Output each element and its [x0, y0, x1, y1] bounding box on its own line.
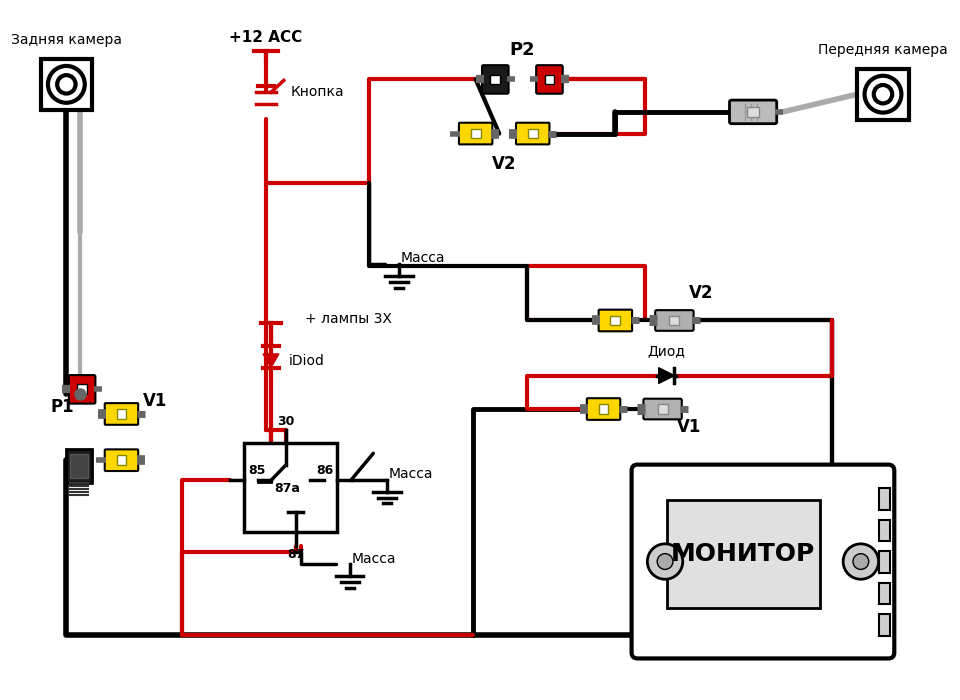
- Text: + лампы 3X: + лампы 3X: [305, 312, 393, 326]
- Text: 86: 86: [316, 464, 333, 477]
- Text: Кнопка: Кнопка: [291, 85, 345, 99]
- Bar: [747, 107, 759, 117]
- Bar: [599, 404, 609, 414]
- Bar: [658, 404, 667, 414]
- Circle shape: [58, 75, 76, 94]
- Text: V2: V2: [492, 155, 516, 173]
- Text: P2: P2: [510, 41, 536, 59]
- FancyBboxPatch shape: [599, 309, 632, 331]
- Text: 87a: 87a: [274, 482, 300, 495]
- Bar: [116, 455, 127, 465]
- Polygon shape: [659, 368, 674, 384]
- Bar: [528, 129, 538, 139]
- Text: 30: 30: [277, 414, 295, 428]
- Bar: [669, 316, 680, 326]
- Bar: [878, 519, 890, 541]
- Text: МОНИТОР: МОНИТОР: [671, 542, 815, 566]
- FancyBboxPatch shape: [459, 122, 492, 144]
- Text: Передняя камера: Передняя камера: [818, 43, 948, 57]
- Text: 87: 87: [287, 548, 304, 561]
- Bar: [66, 449, 92, 483]
- FancyBboxPatch shape: [516, 122, 549, 144]
- Circle shape: [843, 544, 878, 579]
- Bar: [878, 551, 890, 573]
- Bar: [491, 74, 500, 85]
- FancyBboxPatch shape: [730, 100, 777, 124]
- FancyBboxPatch shape: [587, 398, 620, 420]
- Circle shape: [647, 544, 683, 579]
- Text: Масса: Масса: [401, 251, 445, 265]
- Text: 85: 85: [248, 464, 265, 477]
- Bar: [878, 582, 890, 604]
- FancyBboxPatch shape: [643, 399, 682, 419]
- Bar: [611, 316, 620, 326]
- Text: Масса: Масса: [351, 552, 396, 566]
- FancyBboxPatch shape: [632, 465, 895, 659]
- FancyBboxPatch shape: [656, 310, 693, 331]
- Text: Задняя камера: Задняя камера: [11, 33, 122, 47]
- Text: Диод: Диод: [648, 344, 685, 358]
- Circle shape: [48, 66, 84, 103]
- FancyBboxPatch shape: [105, 449, 138, 471]
- Bar: [878, 614, 890, 636]
- FancyBboxPatch shape: [105, 403, 138, 425]
- Bar: [544, 74, 554, 85]
- Circle shape: [865, 76, 901, 113]
- Text: P1: P1: [51, 398, 74, 416]
- Bar: [116, 409, 127, 419]
- Text: iDiod: iDiod: [289, 354, 324, 368]
- Bar: [857, 69, 908, 120]
- Text: V1: V1: [678, 418, 702, 435]
- Bar: [40, 59, 92, 110]
- Bar: [77, 384, 87, 394]
- Text: V1: V1: [143, 392, 167, 410]
- Circle shape: [874, 85, 892, 104]
- FancyBboxPatch shape: [69, 375, 95, 404]
- FancyBboxPatch shape: [537, 65, 563, 94]
- Bar: [667, 500, 820, 608]
- Bar: [470, 129, 481, 139]
- Circle shape: [658, 554, 673, 569]
- Text: +12 ACC: +12 ACC: [229, 29, 302, 45]
- Circle shape: [853, 554, 869, 569]
- Bar: [70, 454, 88, 478]
- Bar: [878, 488, 890, 510]
- Text: Масса: Масса: [389, 467, 434, 481]
- FancyBboxPatch shape: [482, 65, 509, 94]
- Text: V2: V2: [689, 284, 713, 302]
- Polygon shape: [263, 354, 278, 368]
- Bar: [244, 444, 337, 532]
